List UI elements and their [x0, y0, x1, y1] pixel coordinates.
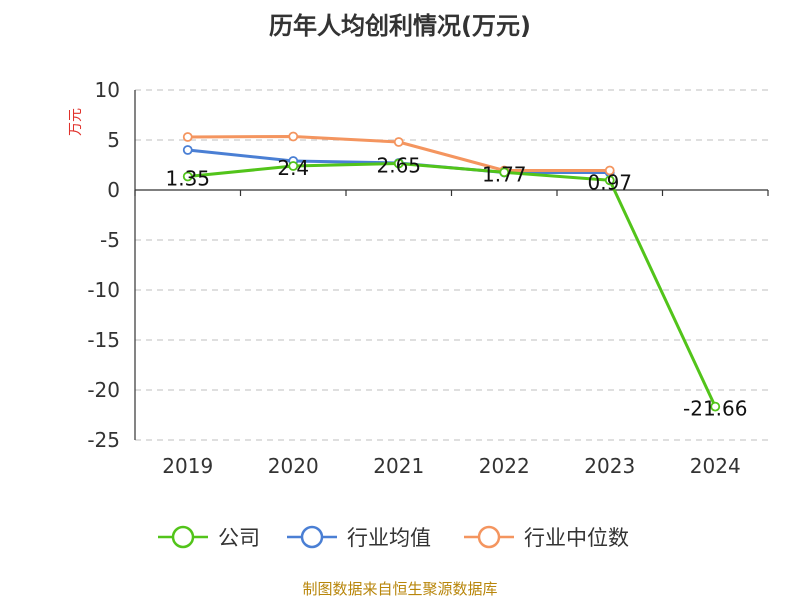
x-tick-label: 2024: [690, 454, 741, 478]
data-point[interactable]: [393, 137, 404, 147]
chart-title: 历年人均创利情况(万元): [269, 12, 531, 40]
data-point[interactable]: [182, 171, 193, 182]
y-axis-label: 万元: [68, 108, 84, 136]
legend-label[interactable]: 公司: [218, 526, 260, 550]
y-tick-label: 0: [107, 178, 120, 202]
legend-marker[interactable]: [171, 525, 195, 549]
data-label: -21.66: [683, 397, 747, 421]
x-tick-label: 2019: [162, 454, 213, 478]
source-note: 制图数据来自恒生聚源数据库: [302, 580, 498, 598]
series-line-0: [187, 162, 717, 408]
series-lines: [182, 131, 721, 412]
data-point[interactable]: [710, 401, 721, 412]
data-label: 2.65: [376, 154, 421, 178]
data-point[interactable]: [604, 175, 615, 186]
legend-label[interactable]: 行业中位数: [524, 526, 629, 550]
legend-marker[interactable]: [300, 525, 324, 549]
axes: 10 5 0 -5 -10 -15 -20 -25 2019 2020 2021 2022 2023 20…: [68, 78, 769, 478]
y-tick-label: -15: [87, 328, 120, 352]
x-tick-label: 2022: [479, 454, 530, 478]
data-labels: 1.35 2.4 2.65 1.77 0.97 -21.66: [165, 154, 747, 421]
data-point[interactable]: [182, 132, 193, 142]
legend-label[interactable]: 行业均值: [347, 526, 431, 550]
y-tick-label: 5: [107, 128, 120, 152]
x-tick-label: 2023: [584, 454, 635, 478]
data-point[interactable]: [288, 131, 299, 142]
y-tick-label: -20: [87, 378, 120, 402]
y-tick-label: -10: [87, 278, 120, 302]
data-label: 1.77: [482, 162, 527, 186]
data-point[interactable]: [288, 161, 299, 171]
data-label: 1.35: [165, 167, 210, 191]
grid-lines: [135, 89, 768, 441]
x-tick-label: 2021: [373, 454, 424, 478]
x-tick-label: 2020: [268, 454, 319, 478]
data-point[interactable]: [499, 167, 510, 178]
data-point[interactable]: [393, 158, 404, 169]
data-point[interactable]: [604, 165, 615, 176]
data-point[interactable]: [182, 145, 193, 155]
y-tick-label: 10: [95, 78, 120, 102]
data-label: 2.4: [277, 156, 309, 180]
y-tick-label: -25: [87, 428, 120, 452]
legend[interactable]: 公司 行业均值 行业中位数: [158, 525, 629, 550]
legend-marker[interactable]: [477, 525, 501, 549]
y-tick-label: -5: [100, 228, 120, 252]
data-label: 0.97: [587, 170, 632, 194]
